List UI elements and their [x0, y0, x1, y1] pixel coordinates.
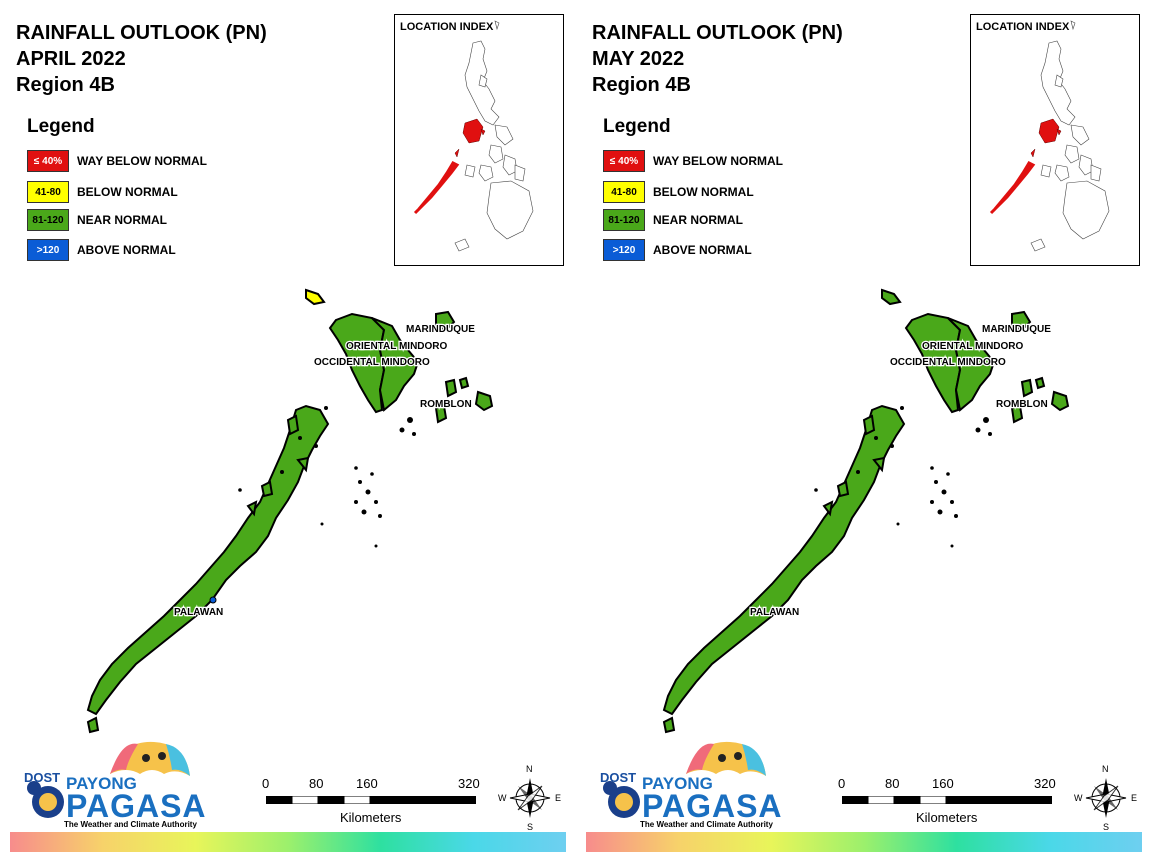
province-map: MARINDUQUE ORIENTAL MINDORO OCCIDENTAL M…: [86, 288, 494, 734]
label-marinduque: MARINDUQUE: [406, 324, 475, 335]
scale-tick: 0: [262, 776, 270, 791]
legend-title: Legend: [603, 116, 671, 137]
romblon-shape: [474, 390, 494, 412]
scale-bar: 0 80 160 320 Kilometers: [262, 776, 502, 836]
legend-swatch: 41-80: [603, 181, 645, 203]
scale-tick: 160: [932, 776, 954, 791]
region-line: Region 4B: [16, 74, 115, 96]
logo-tagline: The Weather and Climate Authority: [640, 820, 773, 829]
region-line: Region 4B: [592, 74, 691, 96]
legend-label: ABOVE NORMAL: [77, 243, 176, 257]
region-4b-map: MARINDUQUE ORIENTAL MINDORO OCCIDENTAL M…: [0, 270, 576, 750]
compass-e: E: [1131, 793, 1138, 803]
color-strip: [586, 832, 1142, 852]
inset-title: LOCATION INDEX: [400, 21, 494, 33]
marinduque-shape: [435, 310, 456, 332]
legend-swatch: ≤ 40%: [27, 150, 69, 172]
label-romblon: ROMBLON: [420, 399, 472, 410]
legend-label: ABOVE NORMAL: [653, 243, 752, 257]
legend-swatch: ≤ 40%: [603, 150, 645, 172]
month-line: APRIL 2022: [16, 48, 126, 70]
inset-title: LOCATION INDEX: [976, 21, 1070, 33]
oriental-mindoro-shape: [947, 317, 996, 412]
map-panel-april: RAINFALL OUTLOOK (PN) APRIL 2022 Region …: [0, 14, 576, 852]
legend-label: NEAR NORMAL: [653, 213, 743, 227]
philippines-outline-map: [989, 20, 1110, 252]
compass-icon: [509, 778, 551, 818]
compass-e: E: [555, 793, 562, 803]
region-4b-map: MARINDUQUE ORIENTAL MINDORO OCCIDENTAL M…: [576, 270, 1152, 750]
umbrella-icon: [27, 741, 190, 818]
legend-label: BELOW NORMAL: [653, 185, 754, 199]
compass-icon: [1085, 778, 1127, 818]
legend-label: WAY BELOW NORMAL: [653, 154, 784, 168]
scale-tick: 80: [309, 776, 324, 791]
legend-swatch: 41-80: [27, 181, 69, 203]
legend-label: WAY BELOW NORMAL: [77, 154, 208, 168]
palawan-shape: [86, 404, 330, 716]
compass-s: S: [527, 822, 534, 832]
legend-swatch: 81-120: [603, 209, 645, 231]
label-marinduque: MARINDUQUE: [982, 324, 1051, 335]
title-line: RAINFALL OUTLOOK (PN): [592, 22, 843, 44]
marinduque-shape: [1011, 310, 1032, 332]
northern-islet-shape: [881, 288, 902, 306]
legend-swatch: 81-120: [27, 209, 69, 231]
scale-tick: 160: [356, 776, 378, 791]
umbrella-icon: [603, 741, 766, 818]
month-line: MAY 2022: [592, 48, 685, 70]
scale-bar: 0 80 160 320 Kilometers: [838, 776, 1078, 836]
legend-swatch: >120: [27, 239, 69, 261]
label-oriental-mindoro: ORIENTAL MINDORO: [922, 341, 1024, 352]
compass-rose: N S W E: [498, 764, 562, 832]
yellow-islet-shape: [305, 288, 326, 306]
province-map: MARINDUQUE ORIENTAL MINDORO OCCIDENTAL M…: [662, 288, 1070, 734]
scale-unit: Kilometers: [340, 810, 402, 825]
label-palawan: PALAWAN: [174, 607, 223, 618]
logo-pagasa-text: PAGASA: [642, 788, 783, 824]
logo-dost-text: DOST: [24, 770, 61, 785]
pagasa-logo: DOST PAYONG PAGASA The Weather and Clima…: [14, 740, 214, 836]
compass-rose: N S W E: [1074, 764, 1138, 832]
label-occidental-mindoro: OCCIDENTAL MINDORO: [890, 357, 1006, 368]
scale-tick: 80: [885, 776, 900, 791]
label-oriental-mindoro: ORIENTAL MINDORO: [346, 341, 448, 352]
legend-title: Legend: [27, 116, 95, 137]
legend-label: BELOW NORMAL: [77, 185, 178, 199]
color-strip: [10, 832, 566, 852]
logo-payong-text: PAYONG: [642, 774, 713, 793]
location-index-inset: LOCATION INDEX: [970, 14, 1140, 266]
compass-w: W: [498, 793, 507, 803]
scale-tick: 320: [458, 776, 480, 791]
logo-tagline: The Weather and Climate Authority: [64, 820, 197, 829]
compass-s: S: [1103, 822, 1110, 832]
compass-w: W: [1074, 793, 1083, 803]
scale-tick: 320: [1034, 776, 1056, 791]
blue-spot: [209, 596, 217, 604]
legend-label: NEAR NORMAL: [77, 213, 167, 227]
logo-dost-text: DOST: [600, 770, 637, 785]
compass-n: N: [526, 764, 533, 774]
label-occidental-mindoro: OCCIDENTAL MINDORO: [314, 357, 430, 368]
label-palawan: PALAWAN: [750, 607, 799, 618]
philippines-outline-map: [413, 20, 534, 252]
oriental-mindoro-shape: [371, 317, 420, 412]
map-panel-may: RAINFALL OUTLOOK (PN) MAY 2022 Region 4B…: [576, 0, 1152, 864]
scale-unit: Kilometers: [916, 810, 978, 825]
panel-title: RAINFALL OUTLOOK (PN) MAY 2022 Region 4B: [592, 20, 843, 98]
palawan-shape: [662, 404, 906, 716]
label-romblon: ROMBLON: [996, 399, 1048, 410]
scale-bar-graphic: [266, 796, 476, 804]
title-line: RAINFALL OUTLOOK (PN): [16, 22, 267, 44]
location-index-inset: LOCATION INDEX: [394, 14, 564, 266]
logo-payong-text: PAYONG: [66, 774, 137, 793]
compass-n: N: [1102, 764, 1109, 774]
romblon-shape: [1050, 390, 1070, 412]
panel-title: RAINFALL OUTLOOK (PN) APRIL 2022 Region …: [16, 20, 267, 98]
scale-tick: 0: [838, 776, 846, 791]
legend-swatch: >120: [603, 239, 645, 261]
pagasa-logo: DOST PAYONG PAGASA The Weather and Clima…: [590, 740, 790, 836]
scale-bar-graphic: [842, 796, 1052, 804]
logo-pagasa-text: PAGASA: [66, 788, 207, 824]
